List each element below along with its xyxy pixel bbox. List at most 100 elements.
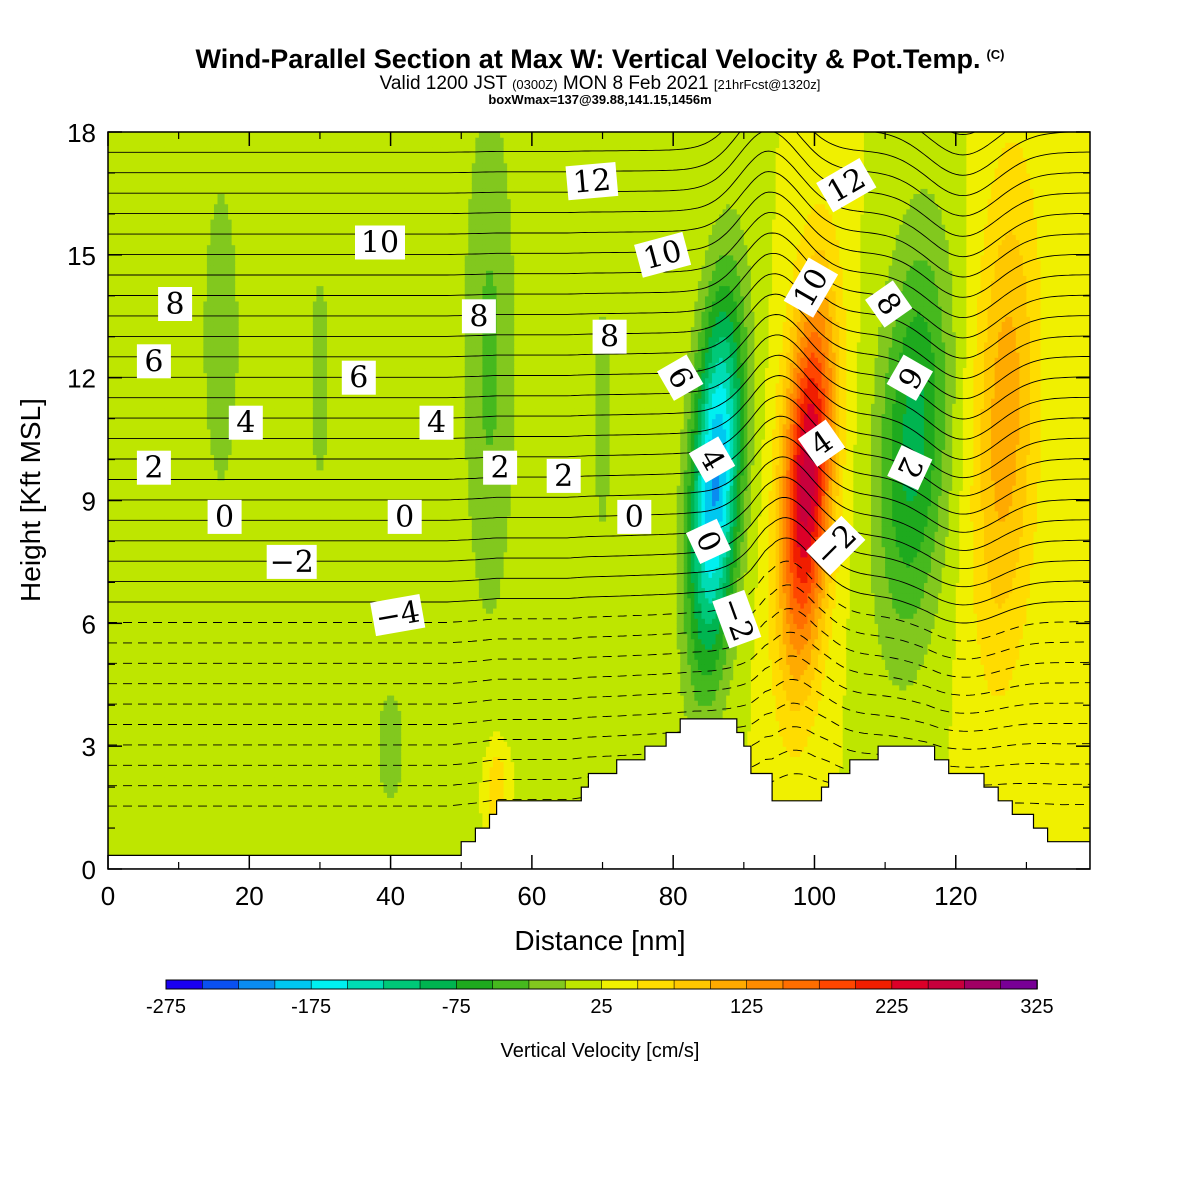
velocity-cell <box>179 424 183 430</box>
velocity-cell <box>126 618 130 624</box>
velocity-cell <box>172 367 176 373</box>
velocity-cell <box>157 337 161 343</box>
velocity-cell <box>154 582 158 588</box>
velocity-cell <box>115 762 119 768</box>
velocity-cell <box>182 234 186 240</box>
velocity-cell <box>136 526 140 532</box>
velocity-cell <box>182 823 186 829</box>
velocity-cell <box>179 572 183 578</box>
velocity-cell <box>161 649 165 655</box>
velocity-cell <box>186 460 190 466</box>
velocity-cell <box>133 818 137 824</box>
velocity-cell <box>161 802 165 808</box>
velocity-cell <box>126 792 130 798</box>
velocity-cell <box>157 234 161 240</box>
velocity-cell <box>150 572 154 578</box>
velocity-cell <box>172 669 176 675</box>
velocity-cell <box>133 204 137 210</box>
velocity-cell <box>157 419 161 425</box>
velocity-cell <box>175 782 179 788</box>
velocity-cell <box>115 137 119 143</box>
velocity-cell <box>157 552 161 558</box>
velocity-cell <box>129 383 133 389</box>
velocity-cell <box>112 275 116 281</box>
velocity-cell <box>154 424 158 430</box>
velocity-cell <box>172 695 176 701</box>
velocity-cell <box>143 158 147 164</box>
velocity-cell <box>115 347 119 353</box>
velocity-cell <box>126 634 130 640</box>
velocity-cell <box>179 782 183 788</box>
velocity-cell <box>168 429 172 435</box>
velocity-cell <box>168 562 172 568</box>
velocity-cell <box>112 813 116 819</box>
velocity-cell <box>115 695 119 701</box>
velocity-cell <box>165 802 169 808</box>
velocity-cell <box>119 301 123 307</box>
velocity-cell <box>175 362 179 368</box>
velocity-cell <box>175 419 179 425</box>
velocity-cell <box>165 634 169 640</box>
velocity-cell <box>119 275 123 281</box>
velocity-cell <box>136 777 140 783</box>
velocity-cell <box>119 797 123 803</box>
velocity-cell <box>165 577 169 583</box>
velocity-cell <box>172 813 176 819</box>
velocity-cell <box>175 644 179 650</box>
velocity-cell <box>168 501 172 507</box>
velocity-cell <box>179 613 183 619</box>
velocity-cell <box>129 398 133 404</box>
velocity-cell <box>119 234 123 240</box>
velocity-cell <box>182 378 186 384</box>
velocity-cell <box>175 823 179 829</box>
velocity-cell <box>172 511 176 517</box>
velocity-cell <box>143 849 147 855</box>
velocity-cell <box>133 424 137 430</box>
velocity-cell <box>143 838 147 844</box>
velocity-cell <box>172 552 176 558</box>
velocity-cell <box>133 562 137 568</box>
velocity-cell <box>133 511 137 517</box>
velocity-cell <box>165 644 169 650</box>
velocity-cell <box>186 219 190 225</box>
velocity-cell <box>150 199 154 205</box>
velocity-cell <box>129 219 133 225</box>
velocity-cell <box>122 618 126 624</box>
velocity-cell <box>119 577 123 583</box>
velocity-cell <box>133 634 137 640</box>
velocity-cell <box>168 132 172 138</box>
velocity-cell <box>140 603 144 609</box>
velocity-cell <box>189 818 193 824</box>
velocity-cell <box>182 321 186 327</box>
velocity-cell <box>140 644 144 650</box>
velocity-cell <box>133 582 137 588</box>
velocity-cell <box>119 362 123 368</box>
velocity-cell <box>165 557 169 563</box>
velocity-cell <box>175 531 179 537</box>
velocity-cell <box>147 321 151 327</box>
velocity-cell <box>115 485 119 491</box>
velocity-cell <box>119 588 123 594</box>
velocity-cell <box>189 690 193 696</box>
velocity-cell <box>179 183 183 189</box>
velocity-cell <box>126 644 130 650</box>
velocity-cell <box>143 193 147 199</box>
velocity-cell <box>140 326 144 332</box>
velocity-cell <box>150 137 154 143</box>
velocity-cell <box>126 465 130 471</box>
velocity-cell <box>147 680 151 686</box>
velocity-cell <box>186 398 190 404</box>
velocity-cell <box>165 419 169 425</box>
velocity-cell <box>136 792 140 798</box>
velocity-cell <box>172 234 176 240</box>
velocity-cell <box>186 347 190 353</box>
velocity-cell <box>129 741 133 747</box>
velocity-cell <box>119 828 123 834</box>
velocity-cell <box>186 163 190 169</box>
velocity-cell <box>193 792 197 798</box>
velocity-cell <box>150 326 154 332</box>
velocity-cell <box>179 137 183 143</box>
velocity-cell <box>172 199 176 205</box>
velocity-cell <box>189 526 193 532</box>
velocity-cell <box>126 321 130 327</box>
